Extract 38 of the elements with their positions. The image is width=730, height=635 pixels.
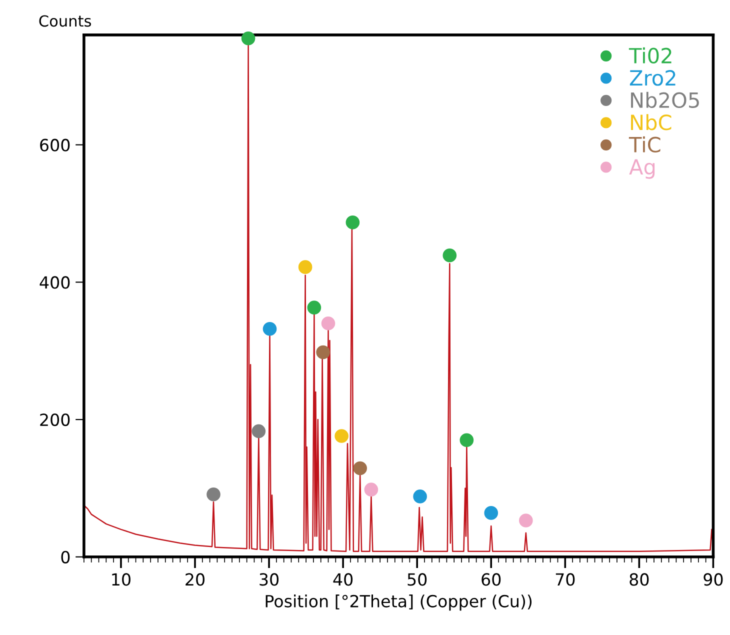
x-tick-label: 30 [260, 573, 279, 586]
y-axis-title: Counts [39, 15, 91, 27]
x-axis-title: Position [°2Theta] (Copper (Cu)) [266, 594, 532, 611]
legend-label: Ag [629, 159, 655, 179]
point [346, 216, 360, 230]
point [206, 487, 220, 502]
legend-label: Zro2 [630, 70, 676, 86]
x-tick-label: 80 [630, 573, 649, 586]
point [353, 461, 367, 476]
y-tick-label: 600 [40, 138, 70, 152]
x-tick-label: 20 [186, 573, 204, 586]
x-tick-label: 40 [333, 573, 353, 586]
point [262, 322, 277, 336]
y-tick-label: 200 [40, 413, 70, 426]
point [316, 345, 330, 360]
point [519, 514, 533, 528]
point [252, 424, 266, 438]
x-tick-label: 70 [556, 573, 575, 586]
legend-label: Ti02 [628, 47, 672, 64]
legend-label: TiC [628, 136, 660, 153]
legend-label: Nb2O5 [631, 92, 699, 108]
point [307, 300, 322, 314]
point [442, 248, 457, 262]
x-tick-label: 50 [408, 573, 427, 586]
point [298, 260, 312, 274]
y-tick-label: 400 [40, 276, 70, 289]
y-tick-label: 0 [61, 550, 70, 564]
x-tick-label: 90 [704, 573, 723, 586]
x-tick-label: 10 [112, 573, 130, 586]
point [364, 482, 378, 496]
point [460, 433, 474, 448]
point [334, 429, 348, 443]
point [241, 31, 256, 46]
point [321, 316, 336, 330]
legend-label: NbC [631, 114, 672, 130]
point [484, 506, 498, 520]
x-tick-label: 60 [482, 573, 501, 586]
point [413, 490, 427, 504]
